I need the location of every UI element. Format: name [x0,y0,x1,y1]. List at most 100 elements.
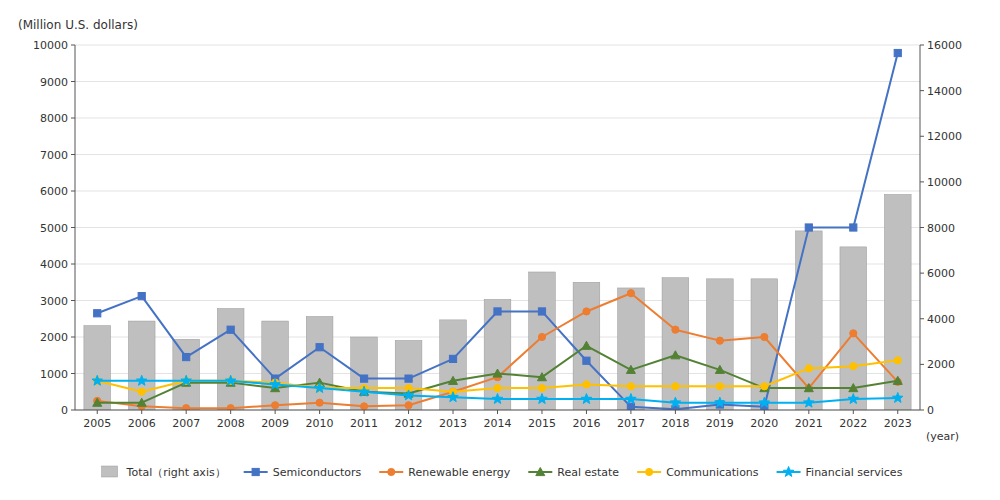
y-tick-label: 3000 [40,295,68,308]
x-tick [853,410,854,414]
marker [759,397,769,407]
marker [805,365,812,372]
marker [627,290,634,297]
x-tick-label: 2009 [261,417,289,430]
marker [448,392,458,402]
marker [583,308,590,315]
legend-marker [388,468,395,475]
x-tick-label: 2013 [439,417,467,430]
marker [583,381,590,388]
line-series [92,375,903,407]
line [97,53,898,409]
y-tick [71,227,75,228]
x-tick-label: 2023 [884,417,912,430]
marker [360,375,367,382]
legend-item: Total（right axis） [102,466,226,479]
bar [529,272,556,410]
x-tick-label: 2016 [572,417,600,430]
bar [217,308,244,410]
y-tick [71,337,75,338]
marker [672,326,679,333]
y-tick-label: 0 [61,404,68,417]
legend: Total（right axis） Semiconductors Renewable… [102,466,903,479]
grid-line [75,154,920,155]
marker [181,375,191,385]
marker [761,333,768,340]
y-tick [71,373,75,374]
bar [618,288,645,410]
grid-line [75,191,920,192]
bar [84,326,111,410]
marker [716,383,723,390]
x-tick-label: 2018 [661,417,689,430]
marker [805,385,812,392]
marker [894,357,901,364]
marker [183,353,190,360]
x-tick [630,410,631,414]
y-tick [71,81,75,82]
marker [893,376,902,384]
marker [138,388,145,395]
grid-line [75,118,920,119]
y2-tick-label: 2000 [927,358,955,371]
y2-tick-label: 4000 [927,313,955,326]
legend-label: Real estate [557,466,619,479]
bar [884,194,911,410]
marker [715,397,725,407]
bar [751,279,778,410]
marker [583,357,590,364]
legend-item: Renewable energy [379,466,511,479]
marker [850,363,857,370]
x-tick-label: 2006 [128,417,156,430]
y2-tick-label: 10000 [927,176,962,189]
bar [840,247,867,410]
marker [449,376,458,384]
x-tick-label: 2010 [306,417,334,430]
y2-tick [920,45,924,46]
bar-series [84,194,911,410]
legend-label: Semiconductors [273,466,362,479]
y-tick [71,264,75,265]
marker [272,402,279,409]
y-tick [71,154,75,155]
x-tick [230,410,231,414]
line-series [94,290,902,410]
x-tick [808,410,809,414]
marker [582,341,591,349]
marker [225,375,235,385]
line [97,381,898,403]
marker [316,344,323,351]
line-series [94,357,902,396]
y-axis-label: (Million U.S. dollars) [18,18,138,32]
line [97,346,898,403]
x-axis-label: (year) [926,430,959,443]
marker [316,399,323,406]
bar [128,321,155,410]
y2-tick [920,136,924,137]
bar [707,279,734,410]
x-tick-label: 2022 [839,417,867,430]
marker [492,394,502,404]
y-tick-label: 7000 [40,149,68,162]
marker [804,397,814,407]
marker [94,310,101,317]
marker [537,373,546,381]
marker [715,365,724,373]
y2-tick-label: 8000 [927,222,955,235]
y-tick-label: 10000 [33,39,68,52]
y2-tick-label: 14000 [927,85,962,98]
marker [449,355,456,362]
marker [405,375,412,382]
legend-item: Semiconductors [244,466,362,479]
x-tick [541,410,542,414]
bar [573,282,600,410]
y-tick-label: 4000 [40,258,68,271]
marker [672,383,679,390]
plot-data [84,49,911,410]
grid-line [75,81,920,82]
grid-line [75,264,920,265]
line [97,293,898,408]
x-tick-label: 2021 [795,417,823,430]
marker [270,379,280,389]
legend-item: Real estate [528,466,619,479]
